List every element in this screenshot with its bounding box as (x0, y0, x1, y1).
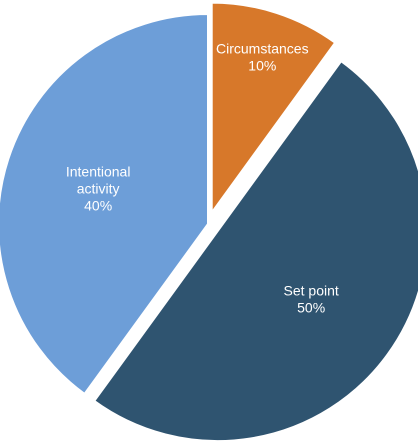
slice-category-label: Circumstances (216, 40, 309, 56)
pie-slice-set-point (93, 60, 418, 442)
slice-category-label: activity (77, 180, 120, 196)
slice-label-circumstances: Circumstances 10% (216, 40, 309, 73)
slice-value-label: 40% (84, 197, 112, 213)
slice-value-label: 50% (297, 299, 325, 315)
slice-label-intentional-activity: Intentional activity 40% (66, 163, 131, 213)
slice-value-label: 10% (248, 57, 276, 73)
pie-slice-intentional-activity (0, 13, 209, 395)
slice-category-label: Intentional (66, 163, 131, 179)
slice-category-label: Set point (284, 282, 339, 298)
pie-slice-circumstances (210, 1, 337, 214)
slice-label-set-point: Set point 50% (284, 282, 339, 315)
